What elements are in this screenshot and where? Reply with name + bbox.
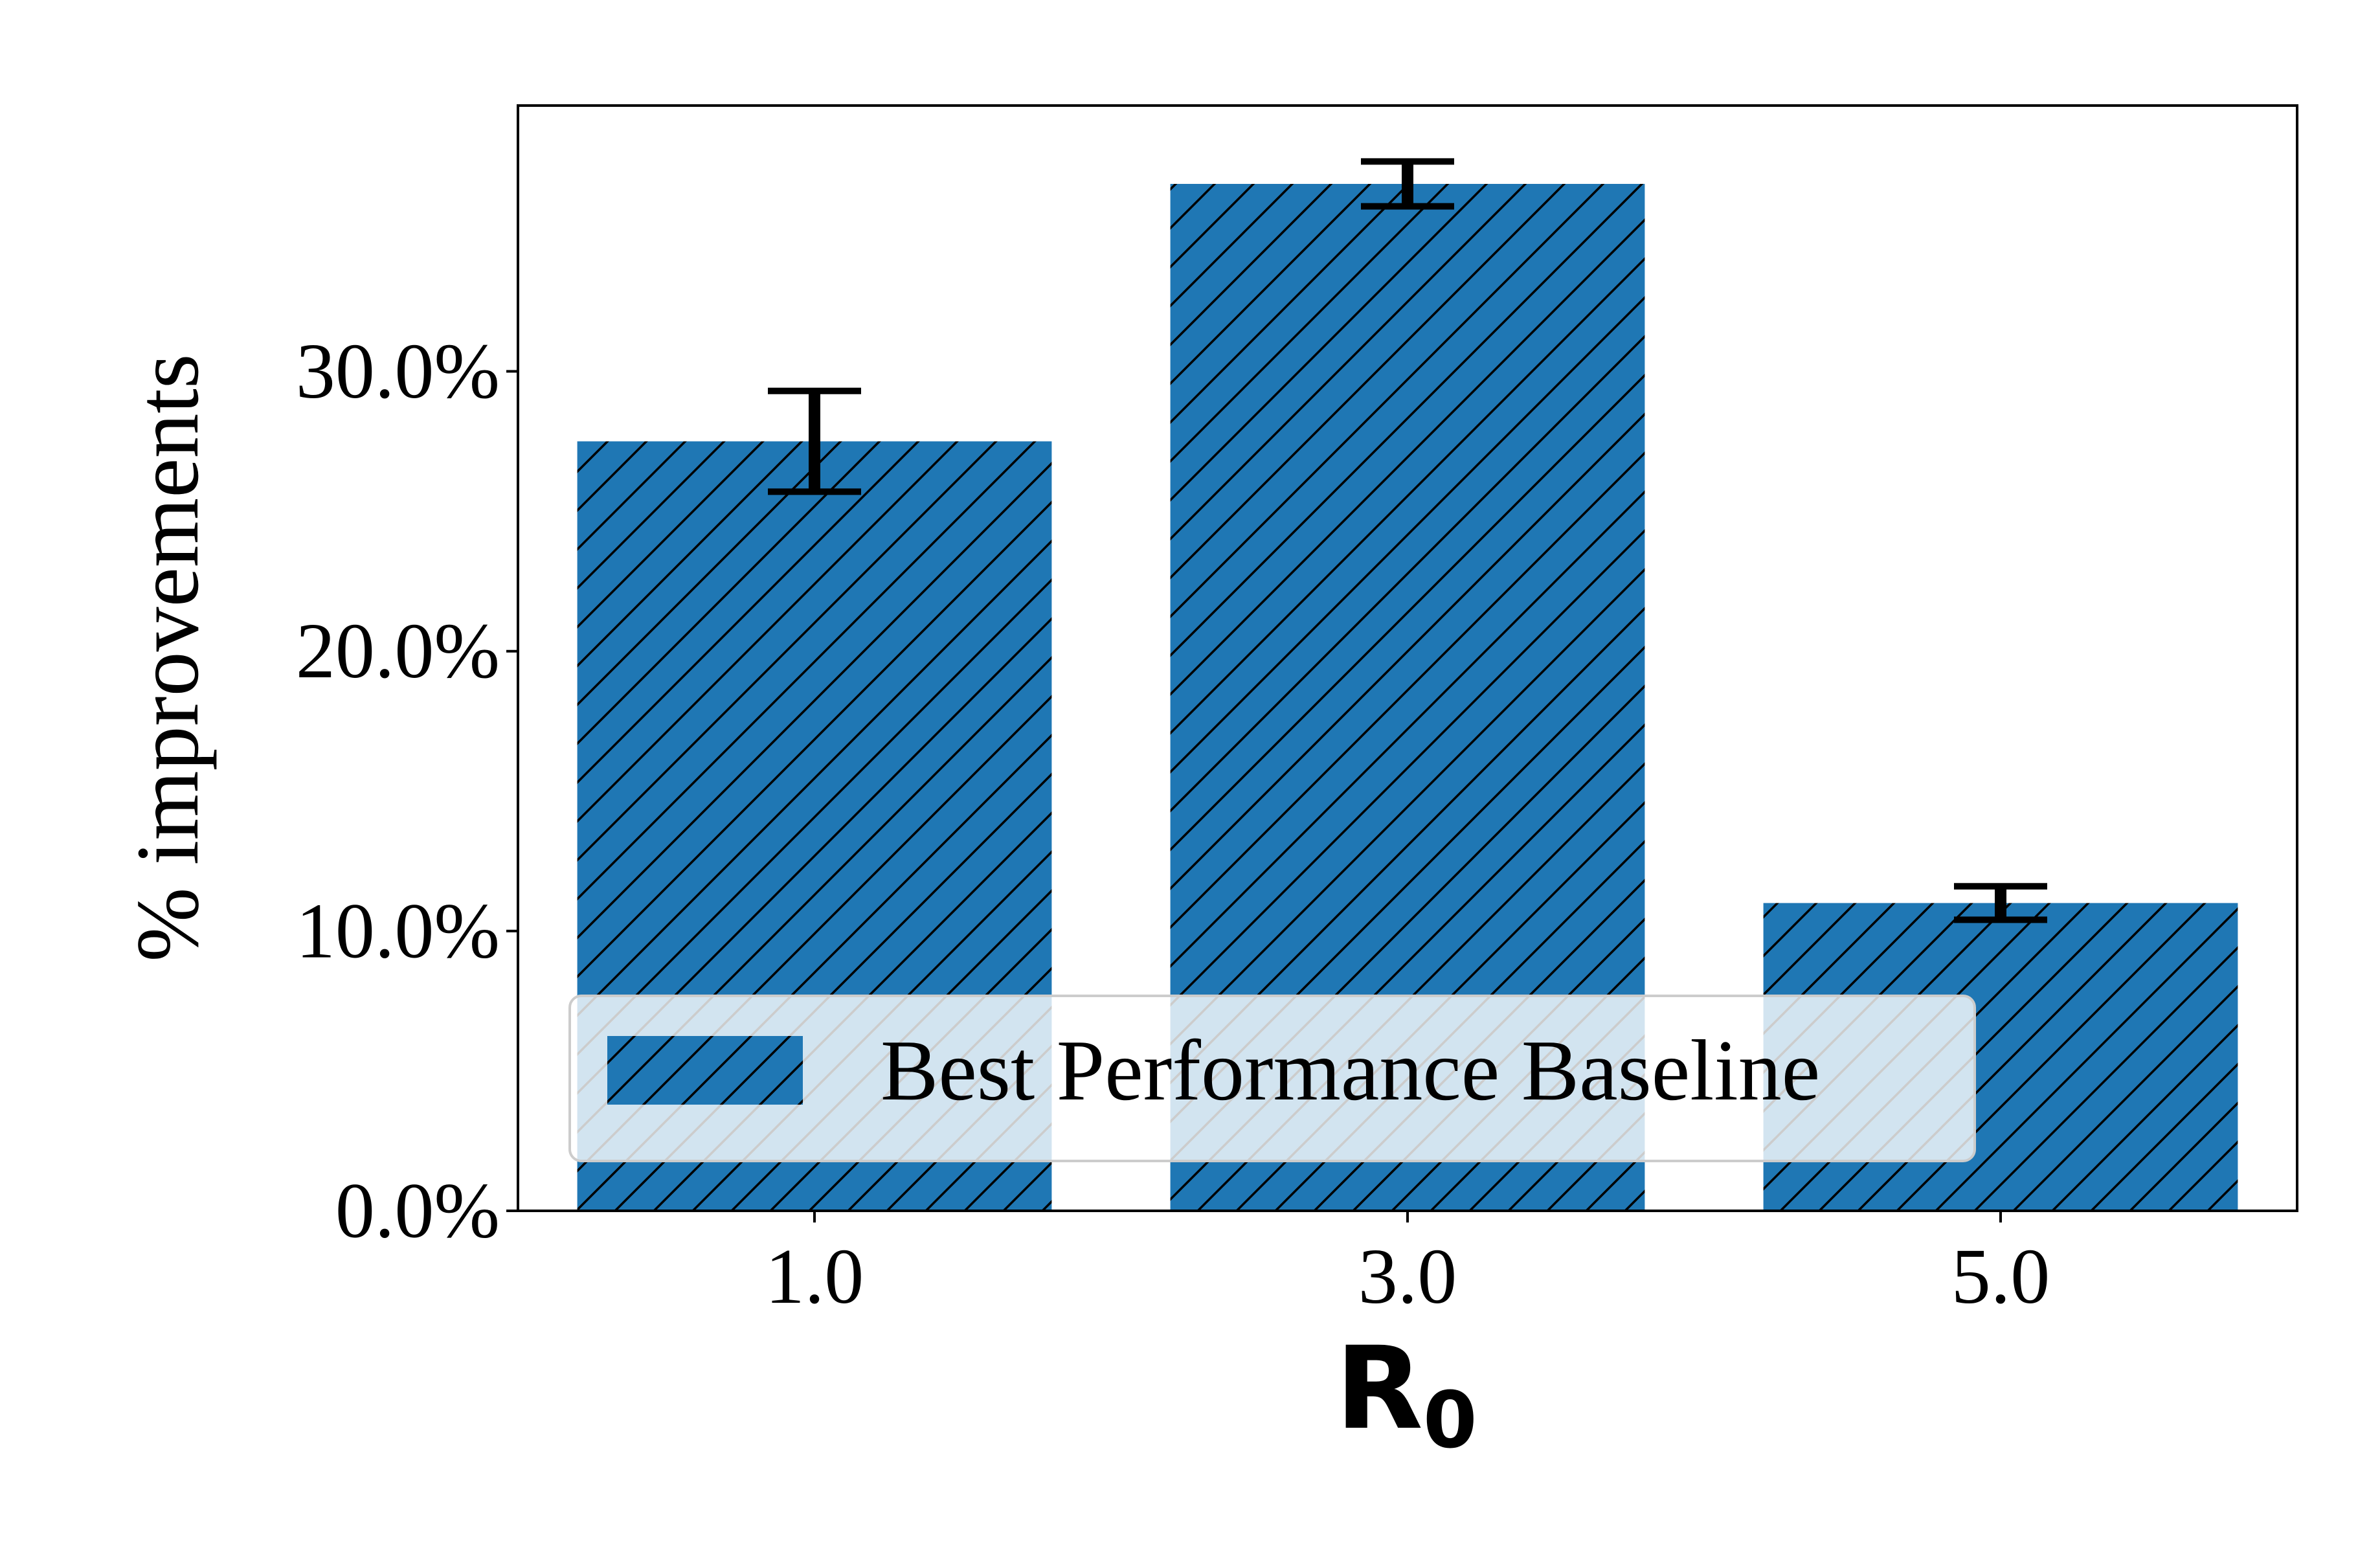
errorbar-3.0	[1361, 158, 1454, 210]
legend-label: Best Performance Baseline	[881, 1022, 1820, 1118]
labels-layer: % improvements R0	[118, 354, 1477, 1466]
y-tick-label: 0.0%	[335, 1167, 500, 1255]
x-axis-label: R0	[1335, 1322, 1477, 1466]
y-tick-label: 20.0%	[296, 607, 500, 695]
x-tick-label: 5.0	[1951, 1233, 2050, 1320]
x-tick-label: 1.0	[765, 1233, 864, 1320]
errorbar-1.0	[768, 387, 861, 495]
x-tick-label: 3.0	[1358, 1233, 1457, 1320]
legend-frame	[568, 995, 1976, 1162]
errorbar-5.0	[1954, 883, 2047, 923]
axes-layer: 0.0% 10.0% 20.0% 30.0% 1.0 3.0 5.0	[296, 104, 2298, 1320]
legend-swatch	[607, 1036, 803, 1105]
y-tick-label: 10.0%	[296, 887, 500, 974]
legend: Best Performance Baseline	[568, 995, 1976, 1162]
y-tick-label: 30.0%	[296, 328, 500, 415]
errorbars-layer	[768, 158, 2047, 923]
y-axis-label: % improvements	[118, 354, 217, 962]
